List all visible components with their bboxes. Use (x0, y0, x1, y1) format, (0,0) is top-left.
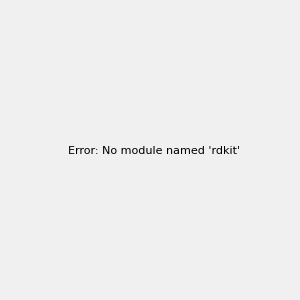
Text: Error: No module named 'rdkit': Error: No module named 'rdkit' (68, 146, 240, 157)
